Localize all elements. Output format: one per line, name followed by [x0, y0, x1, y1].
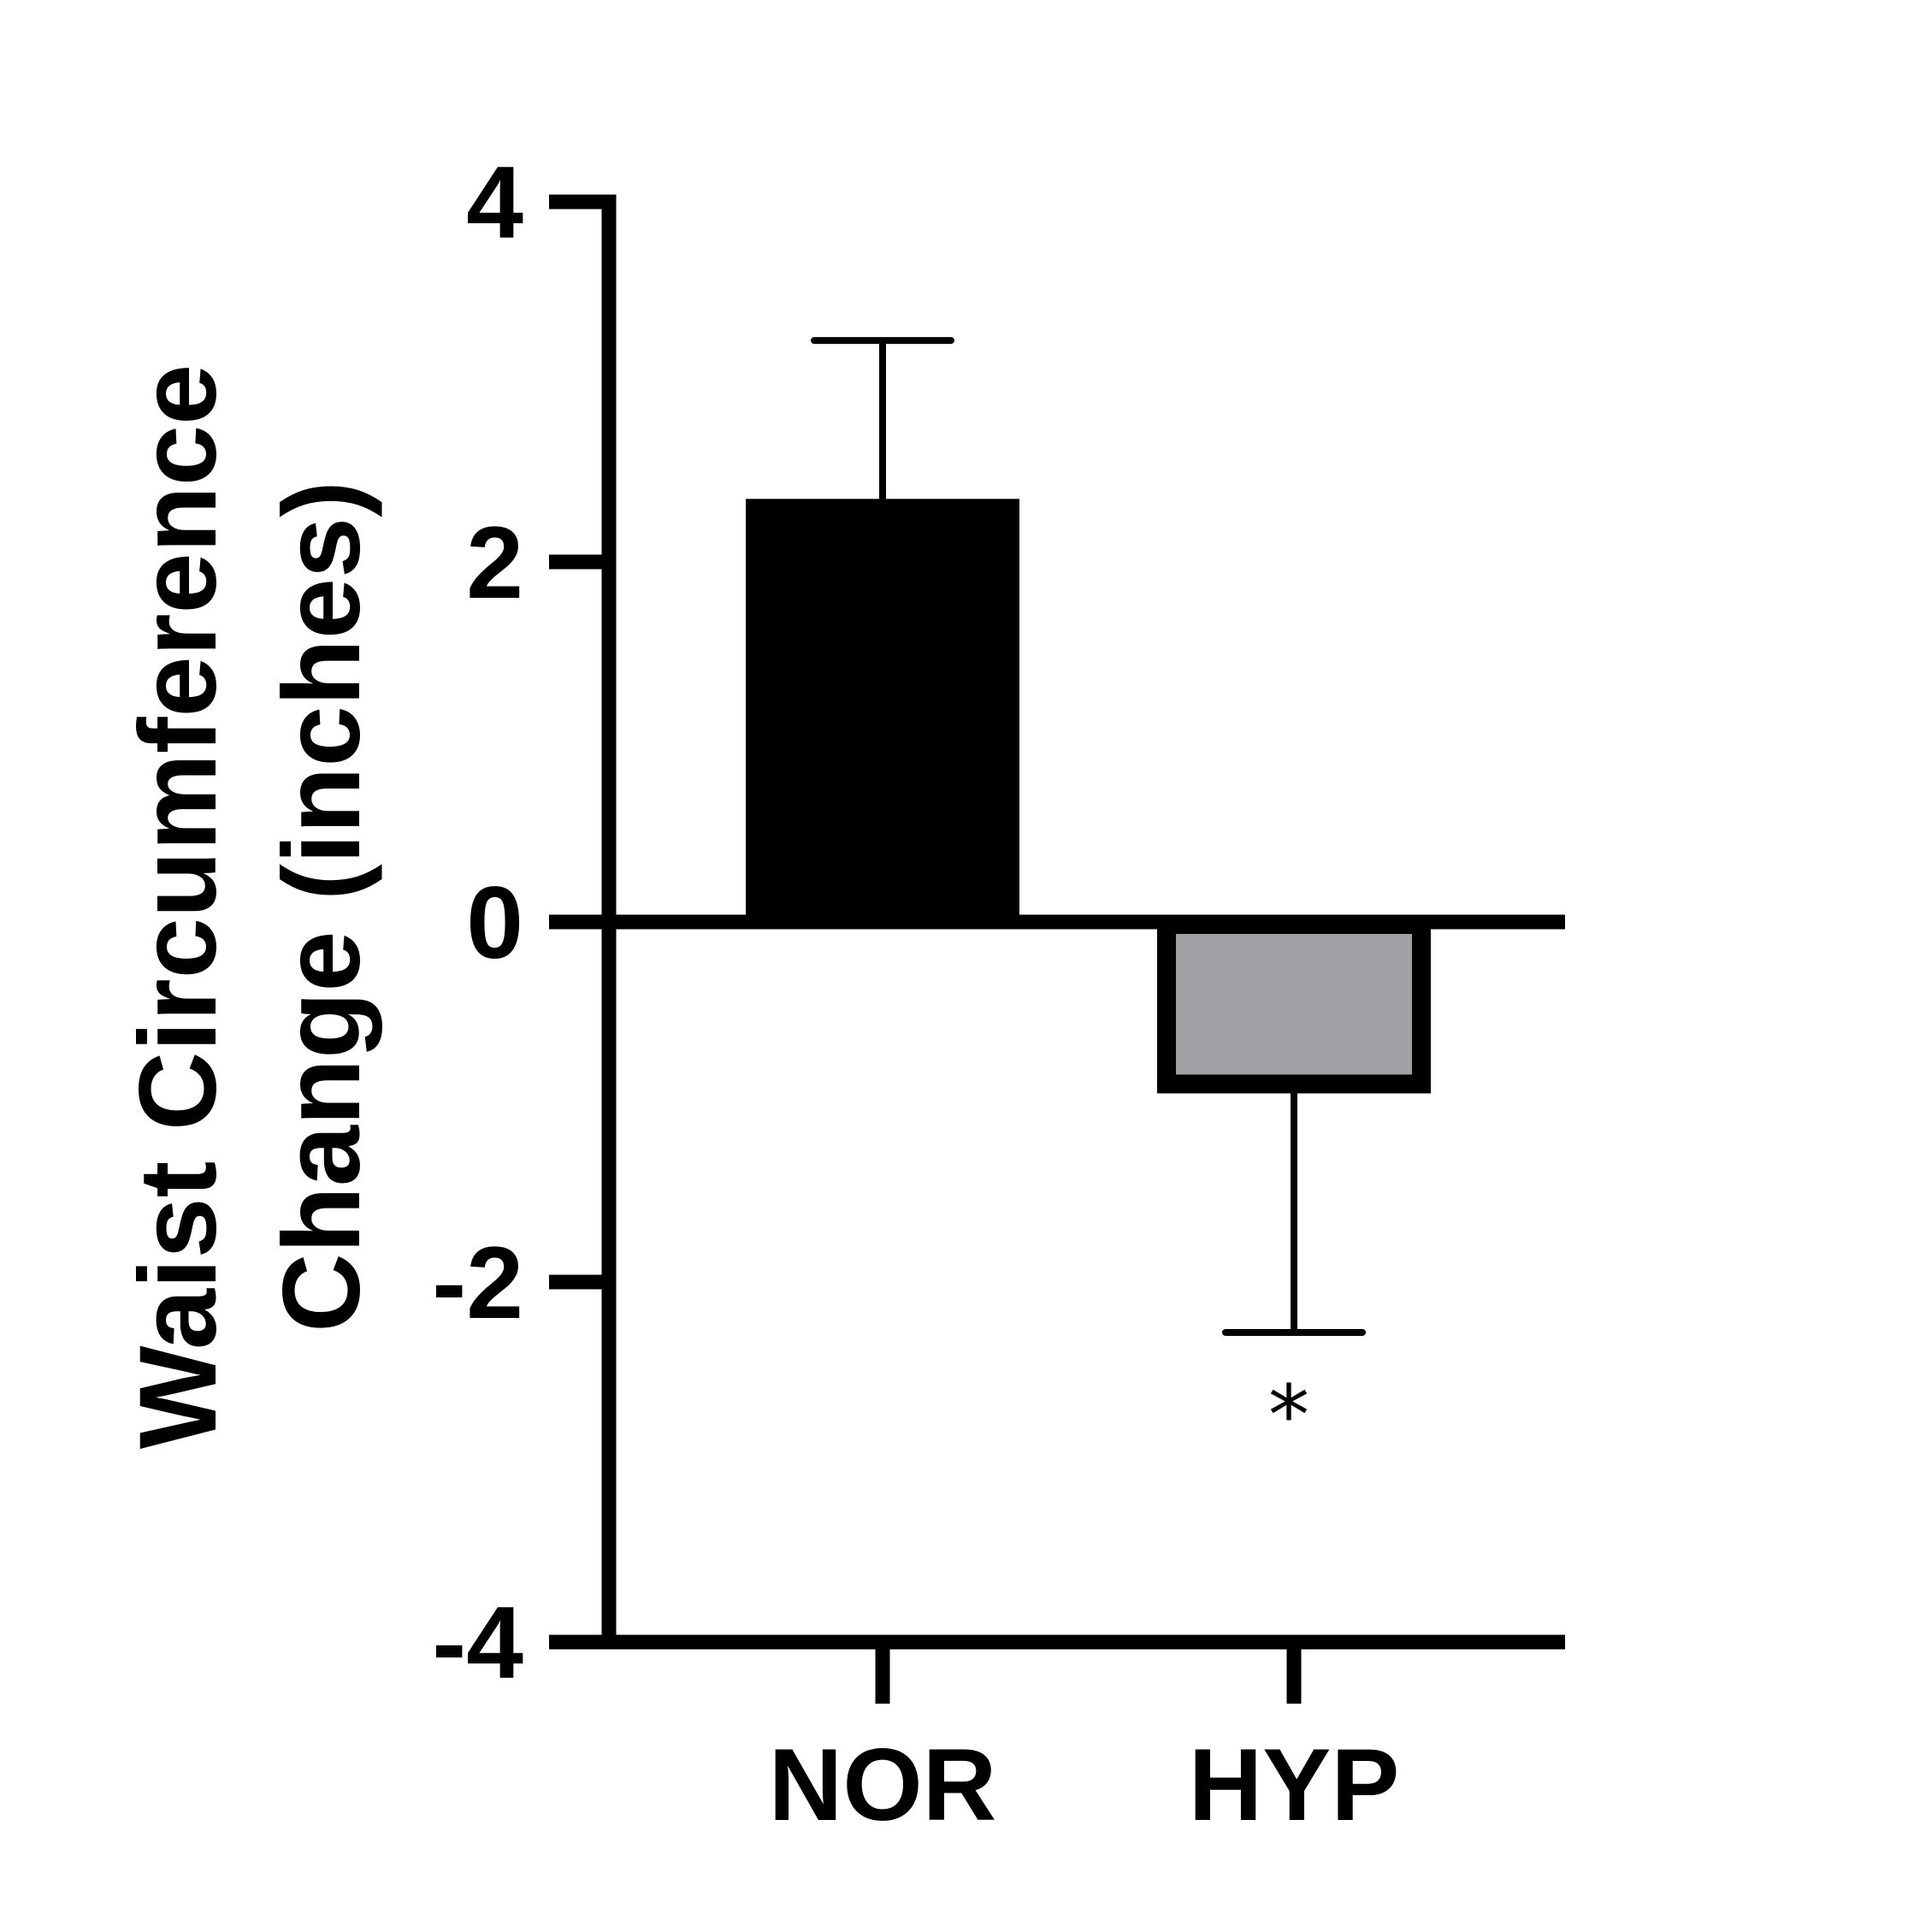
- y-tick-label-3: -2: [432, 1226, 523, 1340]
- x-tick-label-HYP: HYP: [1189, 1728, 1400, 1842]
- bar-HYP: [1157, 915, 1431, 1094]
- bars-group: [746, 337, 1431, 1336]
- bar-NOR: [746, 499, 1019, 922]
- x-axis: NOR HYP: [549, 914, 1565, 1842]
- significance-asterisk-HYP: *: [1268, 1368, 1309, 1463]
- y-tick-label-4: -4: [432, 1586, 523, 1700]
- annotations-group: *: [1268, 1368, 1309, 1463]
- y-tick-label-0: 4: [466, 145, 523, 260]
- x-tick-label-NOR: NOR: [769, 1728, 997, 1842]
- y-axis-title-line-2: Change (inches): [261, 481, 383, 1332]
- y-axis-title: Waist Circumference Change (inches): [117, 364, 383, 1450]
- y-tick-label-2: 0: [466, 866, 523, 980]
- y-tick-label-1: 2: [466, 505, 523, 620]
- y-axis-title-line-1: Waist Circumference: [117, 364, 239, 1450]
